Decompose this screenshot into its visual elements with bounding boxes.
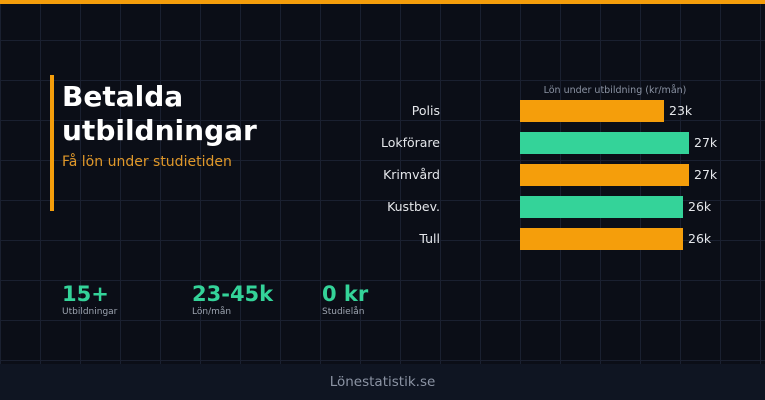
stat-salary: 23-45k Lön/mån [192,282,273,317]
title-accent-bar [50,75,54,211]
bar [520,228,683,250]
chart-row: Kustbev. 26k [0,196,765,218]
stat-label: Lön/mån [192,307,232,317]
category-label: Krimvård [383,167,440,182]
bar [520,164,689,186]
bar [520,132,689,154]
chart-row: Tull 26k [0,228,765,250]
stat-value: 15+ [62,282,109,306]
value-label: 26k [688,231,712,246]
category-label: Lokförare [380,135,440,150]
page-subtitle: Få lön under studietiden [62,154,232,170]
chart-row: Polis 23k [0,100,765,122]
category-label: Kustbev. [387,199,440,214]
top-accent-bar [0,0,765,4]
footer-brand: Lönestatistik.se [0,364,765,400]
chart-row: Krimvård 27k [0,164,765,186]
chart-row: Lokförare 27k [0,132,765,154]
stat-value: 23-45k [192,282,274,306]
stat-label: Studielån [322,307,365,317]
page-title: Betalda utbildningar [62,80,257,147]
stat-programs: 15+ Utbildningar [62,282,117,317]
bar [520,100,664,122]
stat-value: 0 kr [322,282,369,306]
stat-loan: 0 kr Studielån [322,282,368,317]
value-label: 26k [688,199,712,214]
category-label: Polis [411,103,440,118]
bar [520,196,683,218]
stat-label: Utbildningar [62,307,118,317]
value-label: 27k [694,167,718,182]
value-label: 27k [694,135,718,150]
category-label: Tull [419,231,440,246]
chart-title: Lön under utbildning (kr/mån) [543,85,687,96]
value-label: 23k [669,103,693,118]
